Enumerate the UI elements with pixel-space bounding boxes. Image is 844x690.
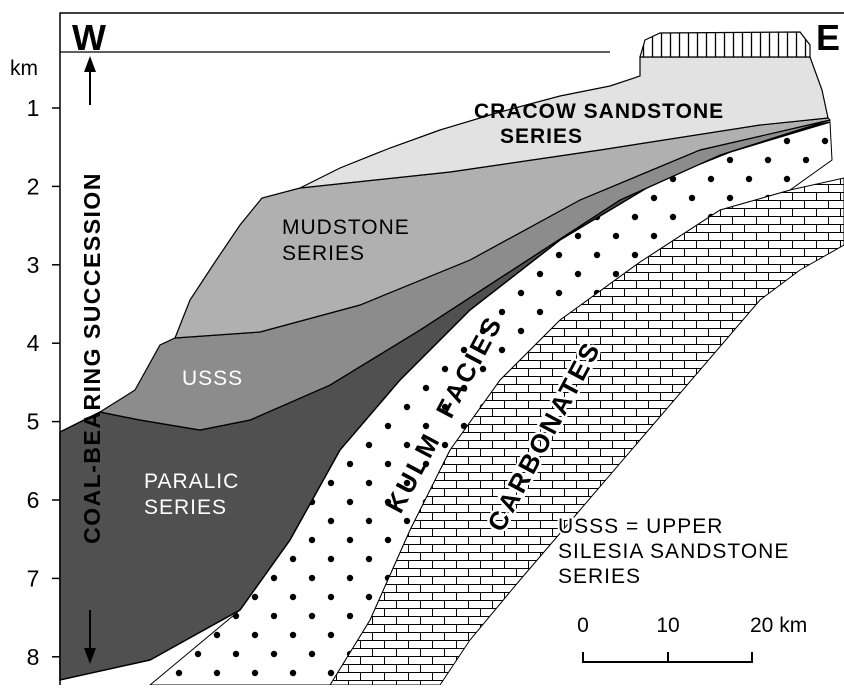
east-label: E — [816, 17, 840, 58]
cracow-label: SERIES — [500, 125, 583, 148]
east-block — [639, 31, 811, 58]
mudstone-label: SERIES — [282, 242, 365, 265]
vertical-label: COAL-BEARING SUCCESSION — [79, 172, 105, 544]
mudstone-label: MUDSTONE — [282, 216, 410, 239]
west-label: W — [72, 17, 106, 58]
tick-label: 4 — [27, 330, 40, 356]
tick-label: 8 — [27, 644, 40, 670]
tick-label: 5 — [27, 409, 40, 435]
usss-label: USSS — [182, 367, 243, 390]
scale-bar — [582, 652, 753, 663]
tick-label: 2 — [27, 173, 40, 199]
scale-bg — [565, 605, 815, 665]
scale-label: 20 km — [750, 614, 807, 637]
paralic-label: PARALIC — [144, 470, 239, 493]
axis-unit: km — [10, 57, 38, 80]
arrow-up-head — [84, 56, 96, 72]
tick-label: 6 — [27, 487, 40, 513]
tick-label: 3 — [27, 252, 40, 278]
cracow-label: CRACOW SANDSTONE — [474, 100, 724, 123]
cracow-unit — [299, 56, 829, 189]
tick-label: 1 — [27, 95, 40, 121]
tick-label: 7 — [27, 565, 40, 591]
scale-label: 10 — [656, 614, 679, 637]
legend-line: USSS = UPPER — [558, 515, 723, 538]
scale-label: 0 — [577, 614, 589, 637]
legend-line: SERIES — [558, 565, 641, 588]
arrow-down-head — [84, 648, 96, 664]
legend-line: SILESIA SANDSTONE — [558, 540, 789, 563]
paralic-label: SERIES — [144, 496, 227, 519]
